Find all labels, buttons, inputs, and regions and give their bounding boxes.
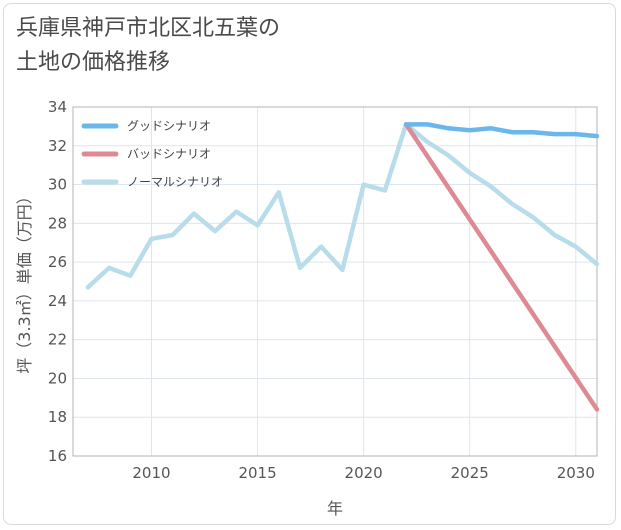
y-tick-label: 20 (48, 369, 67, 387)
y-axis-label: 坪（3.3㎡）単価（万円） (15, 188, 34, 373)
x-tick-label: 2015 (238, 464, 276, 482)
x-tick-label: 2030 (557, 464, 595, 482)
x-tick-labels: 2010 2015 2020 2025 2030 (132, 464, 594, 482)
series-line-1 (403, 122, 600, 412)
y-tick-labels: 16 18 20 22 24 26 28 30 32 34 (48, 98, 67, 465)
x-tick-label: 2020 (345, 464, 383, 482)
y-tick-label: 18 (48, 408, 67, 426)
legend-label: ノーマルシナリオ (127, 175, 223, 189)
y-tick-label: 32 (48, 137, 67, 155)
plot-frame (72, 106, 598, 457)
chart-card (3, 3, 616, 525)
y-tick-label: 30 (48, 176, 67, 194)
series-lines (85, 122, 600, 412)
y-tick-label: 22 (48, 331, 67, 349)
chart-title: 兵庫県神戸市北区北五葉の 土地の価格推移 (16, 16, 281, 75)
legend-label: グッドシナリオ (127, 119, 211, 133)
y-tick-label: 34 (48, 98, 67, 116)
x-tick-label: 2025 (451, 464, 489, 482)
x-axis-label: 年 (327, 499, 343, 518)
legend-label: バッドシナリオ (127, 147, 211, 161)
y-tick-label: 24 (48, 292, 67, 310)
series-line-0 (403, 122, 600, 139)
x-tick-label: 2010 (132, 464, 170, 482)
series-line-2 (85, 122, 600, 290)
y-tick-label: 26 (48, 253, 67, 271)
y-tick-label: 28 (48, 214, 67, 232)
y-tick-label: 16 (48, 447, 67, 465)
